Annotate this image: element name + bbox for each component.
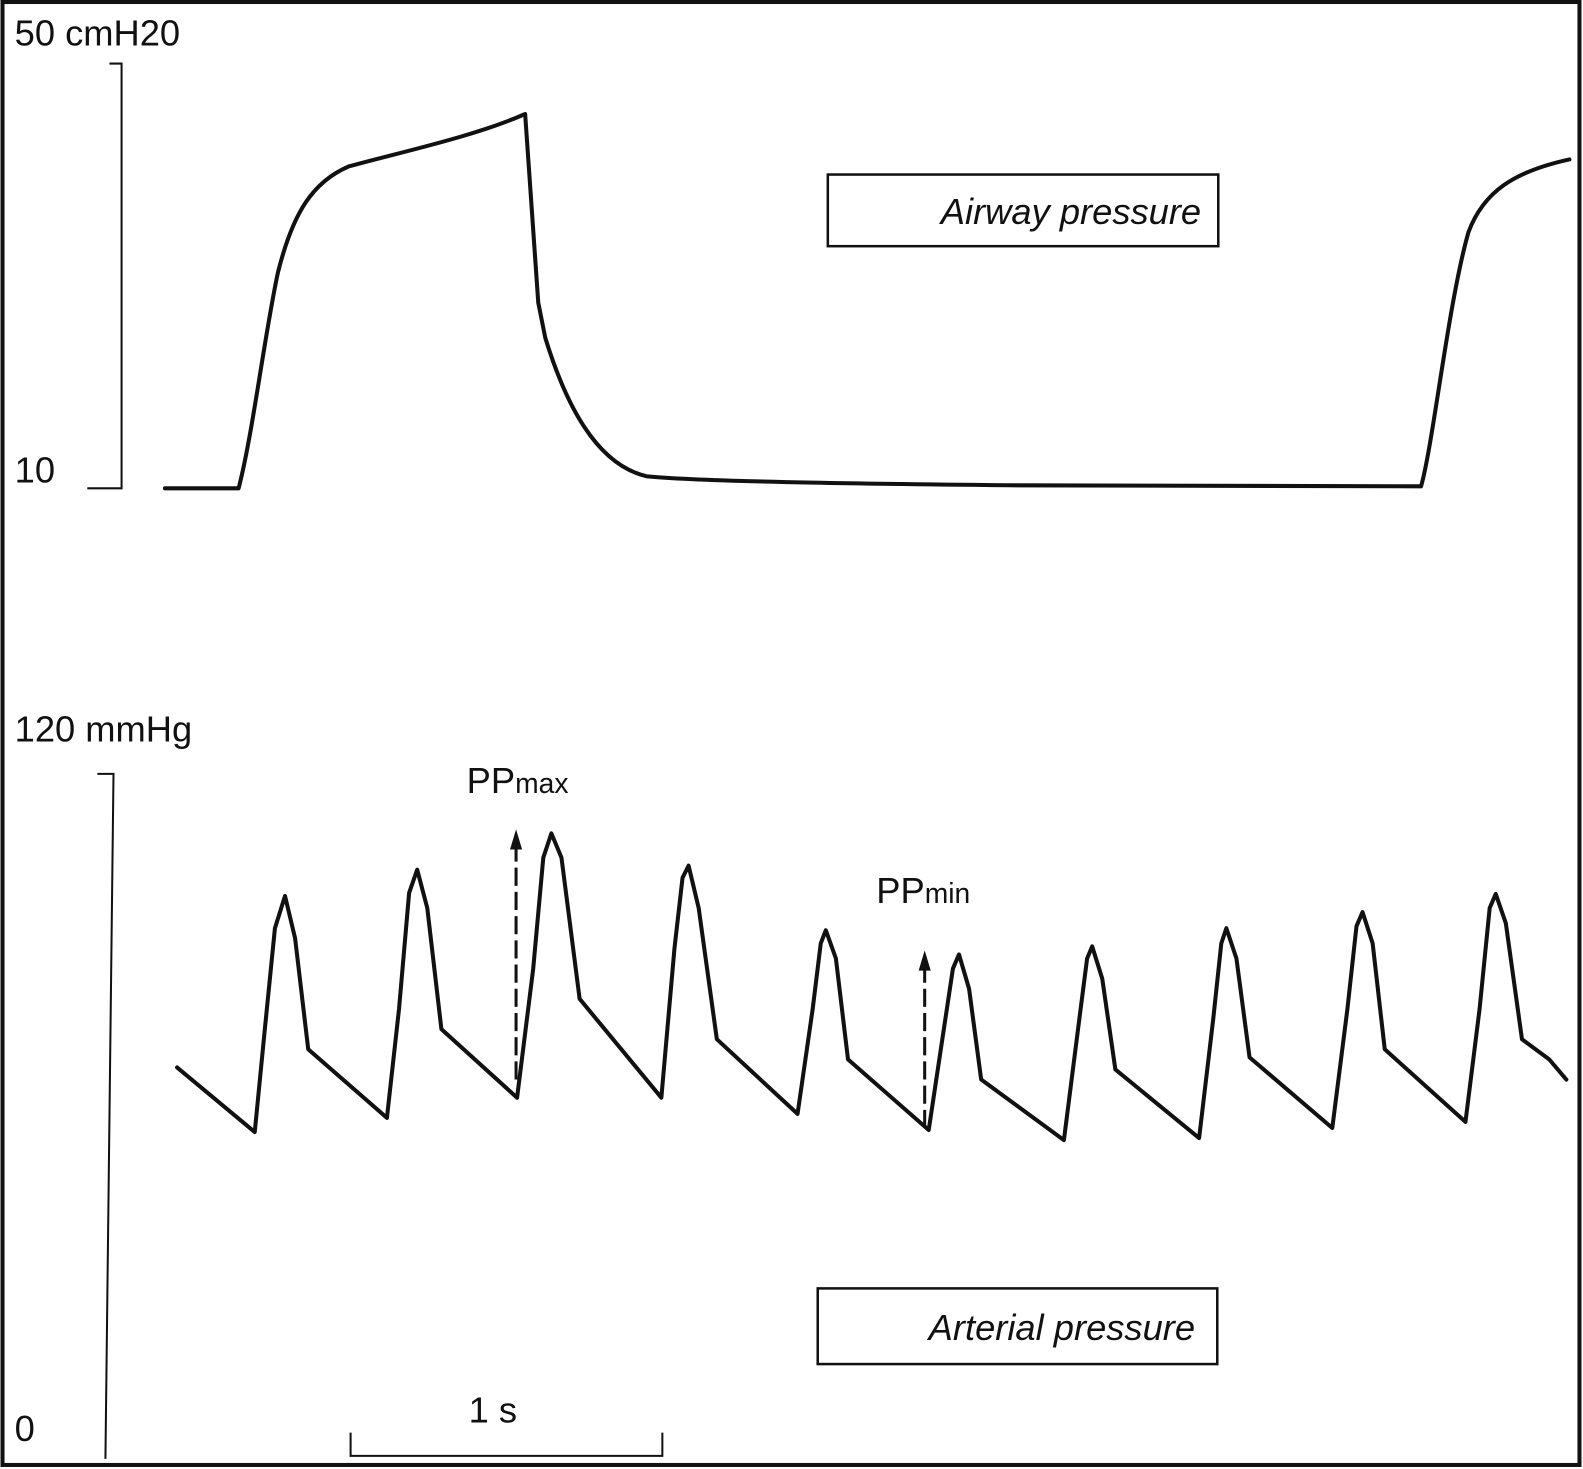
arterial-label-box — [816, 1287, 1219, 1366]
pp-max-base: PP — [467, 760, 515, 801]
arterial-scale-bottom: 0 — [15, 1408, 35, 1449]
airway-scale-bottom: 10 — [15, 449, 55, 490]
time-scale-bar — [349, 1432, 664, 1457]
airway-scale-top: 50 cmH20 — [15, 12, 181, 53]
pp-min-label: PPmin — [876, 870, 970, 911]
airway-label: Airway pressure — [939, 191, 1201, 232]
pp-max-sub: max — [515, 767, 568, 799]
pp-max-label: PPmax — [467, 760, 569, 801]
arterial-label: Arterial pressure — [927, 1307, 1195, 1348]
pp-min-sub: min — [925, 877, 971, 909]
arterial-scale-top: 120 mmHg — [15, 709, 193, 750]
airway-scale-bar — [87, 62, 123, 490]
time-scale-label: 1 s — [469, 1390, 517, 1431]
pp-min-arrowhead — [918, 950, 931, 971]
arterial-trace — [175, 831, 1569, 1143]
airway-label-box — [826, 173, 1220, 248]
arterial-scale-bar — [97, 772, 115, 1459]
pp-min-base: PP — [876, 870, 924, 911]
airway-trace — [162, 111, 1572, 491]
pp-max-arrowhead — [510, 829, 523, 850]
